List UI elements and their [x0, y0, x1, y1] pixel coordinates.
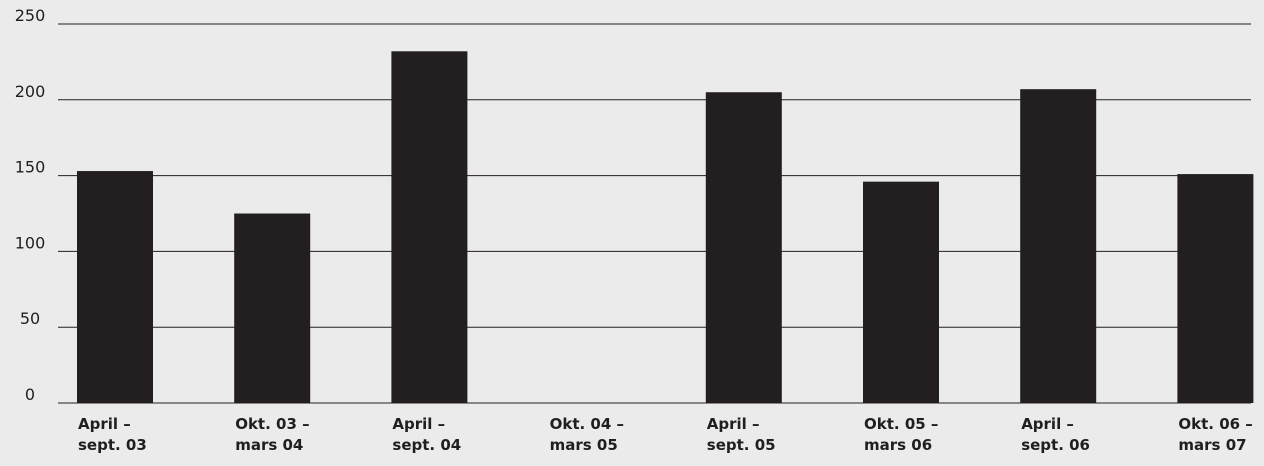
- bars: [77, 51, 1254, 404]
- bar: [391, 51, 468, 404]
- bar: [1020, 89, 1097, 404]
- bar: [234, 213, 311, 403]
- x-tick-label: April – sept. 03: [78, 415, 147, 454]
- x-tick-label: April – sept. 06: [1021, 415, 1090, 454]
- bar: [77, 171, 153, 403]
- x-tick-label: April – sept. 05: [707, 415, 776, 454]
- bar: [1177, 174, 1254, 403]
- bar: [863, 181, 939, 403]
- x-tick-label: Okt. 04 – mars 05: [550, 415, 624, 454]
- x-tick-label: Okt. 03 – mars 04: [235, 415, 309, 454]
- y-tick-label: 100: [15, 233, 46, 252]
- x-tick-label: April – sept. 04: [392, 415, 461, 454]
- y-tick-label: 50: [20, 309, 40, 328]
- bar: [705, 92, 782, 403]
- x-tick-label: Okt. 05 – mars 06: [864, 415, 938, 454]
- y-tick-label: 250: [15, 6, 46, 25]
- y-tick-label: 0: [25, 385, 35, 404]
- x-tick-label: Okt. 06 – mars 07: [1178, 415, 1252, 454]
- y-tick-label: 200: [15, 82, 46, 101]
- y-axis-ticks: 0 50 100 150 200 250: [15, 6, 46, 404]
- x-axis-ticks: April – sept. 03 Okt. 03 – mars 04 April – se…: [78, 415, 1253, 454]
- y-tick-label: 150: [15, 158, 46, 177]
